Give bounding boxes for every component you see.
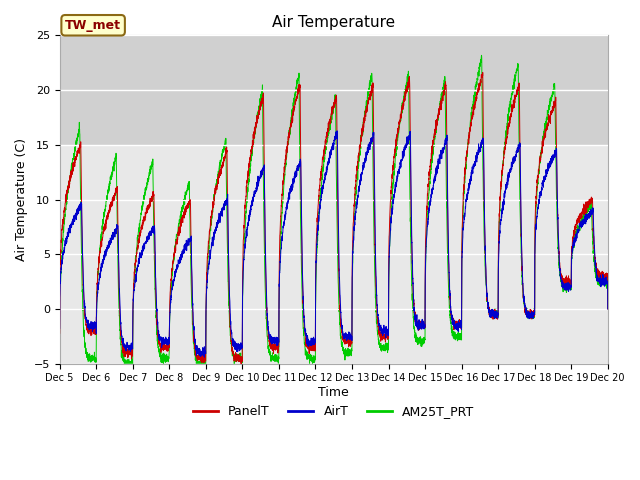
Title: Air Temperature: Air Temperature <box>272 15 396 30</box>
Text: TW_met: TW_met <box>65 19 121 32</box>
Legend: PanelT, AirT, AM25T_PRT: PanelT, AirT, AM25T_PRT <box>188 400 479 423</box>
Y-axis label: Air Temperature (C): Air Temperature (C) <box>15 138 28 261</box>
Bar <box>60 36 608 145</box>
X-axis label: Time: Time <box>318 386 349 399</box>
